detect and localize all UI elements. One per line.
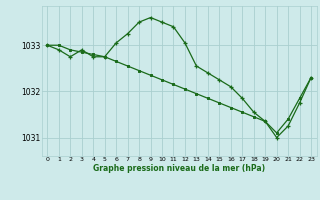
X-axis label: Graphe pression niveau de la mer (hPa): Graphe pression niveau de la mer (hPa) (93, 164, 265, 173)
